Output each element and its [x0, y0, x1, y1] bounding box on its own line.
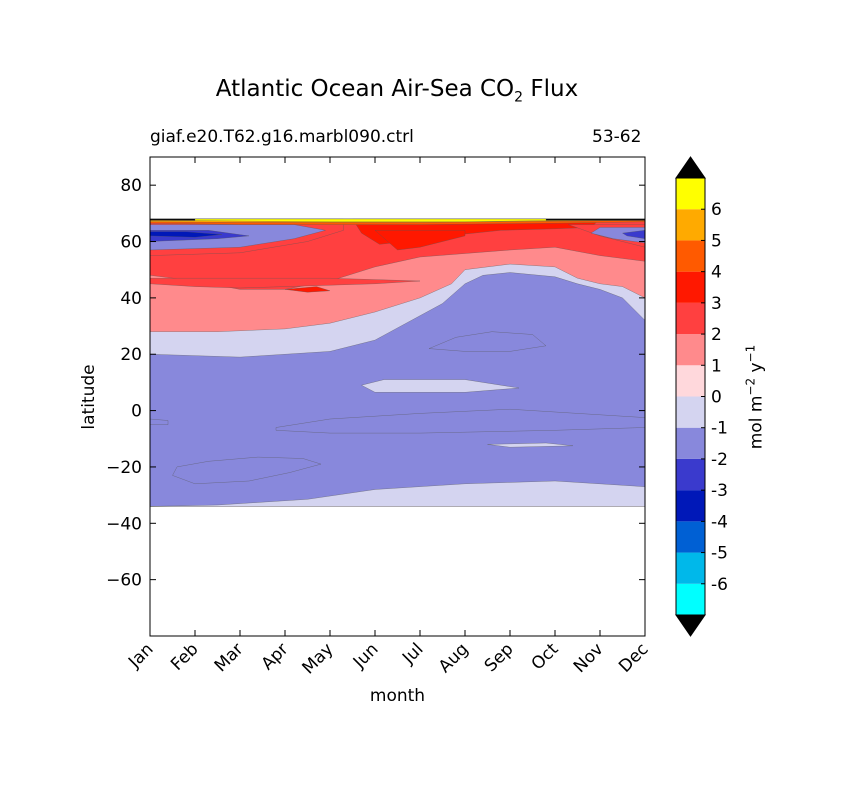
colorbar-swatch	[676, 396, 705, 428]
contour-region-ne-neg1	[590, 227, 645, 244]
contour-region-blob-feb-neg1	[172, 456, 322, 485]
y-axis: 80 60 40 20 0 −20 −40 −60	[106, 176, 645, 591]
contour-region-top-black-east	[545, 218, 645, 221]
contour-region-blob-sep-neg1	[428, 331, 547, 352]
x-tick-label: Jul	[398, 639, 427, 668]
colorbar-extend-max	[675, 156, 706, 179]
colorbar-extend-min	[675, 614, 706, 637]
contour-region-band-south-pos0	[150, 480, 645, 507]
colorbar-swatch	[676, 271, 705, 303]
x-tick-label: Jan	[124, 639, 157, 672]
colorbar-tick-label: 4	[711, 263, 722, 283]
colorbar-tick-label: -2	[711, 450, 728, 470]
contour-region-ne-neg2	[621, 230, 645, 239]
colorbar-tick-label: 1	[711, 356, 722, 376]
x-tick-label: Oct	[528, 639, 563, 674]
colorbar-swatch	[676, 240, 705, 272]
y-tick-label: −60	[106, 571, 142, 591]
colorbar-swatch	[676, 178, 705, 210]
colorbar-swatch	[676, 490, 705, 522]
x-tick-label: Dec	[615, 639, 652, 676]
colorbar-swatch	[676, 583, 705, 615]
contour-regions	[150, 218, 645, 507]
y-tick-label: 20	[120, 345, 142, 365]
contour-region-blob-jul-pos3b	[374, 230, 466, 251]
y-tick-label: 80	[120, 176, 142, 196]
colorbar-tick-label: 2	[711, 325, 722, 345]
x-tick-label: Jun	[349, 639, 383, 673]
colorbar-tick-label: -3	[711, 481, 728, 501]
y-tick-label: 0	[131, 402, 142, 422]
colorbar-swatch	[676, 209, 705, 241]
x-tick-label: Feb	[167, 639, 202, 674]
colorbar-tick-label: 3	[711, 294, 722, 314]
colorbar-swatch	[676, 334, 705, 366]
colorbar-tick-label: -5	[711, 544, 728, 564]
contour-region-nw-neg3	[150, 231, 223, 238]
contour-region-eq-neg1-band	[275, 408, 645, 434]
y-tick-label: −20	[106, 458, 142, 478]
colorbar-tick-label: 0	[711, 388, 722, 408]
x-tick-label: Nov	[570, 639, 608, 677]
x-tick-label: Aug	[435, 639, 473, 677]
x-axis-label: month	[369, 686, 426, 706]
x-tick-label: May	[299, 639, 338, 678]
chart-subtitle-right: 53-62	[592, 127, 642, 147]
y-tick-label: 60	[120, 233, 142, 253]
x-tick-label: Sep	[481, 639, 518, 676]
colorbar-tick-label: -4	[711, 512, 728, 532]
x-tick-label: Mar	[211, 639, 248, 676]
contour-region-blob-sep-pos0	[487, 442, 574, 448]
chart-title: Atlantic Ocean Air-Sea CO2 Flux	[215, 76, 579, 106]
colorbar-tick-label: 5	[711, 231, 722, 251]
colorbar: -6 -5 -4 -3 -2 -1 0 1 2 3 4 5 6	[675, 156, 728, 637]
contour-region-top-black-west	[150, 218, 196, 221]
colorbar-tick-label: -1	[711, 419, 728, 439]
colorbar-swatch	[676, 458, 705, 491]
contour-region-blob-jul-pos0	[360, 379, 520, 393]
colorbar-tick-label: 6	[711, 200, 722, 220]
colorbar-swatch	[676, 552, 705, 584]
colorbar-swatch	[676, 521, 705, 553]
plot-frame	[149, 156, 646, 637]
y-tick-label: −40	[106, 514, 142, 534]
chart-subtitle-left: giaf.e20.T62.g16.marbl090.ctrl	[150, 127, 414, 147]
y-tick-label: 40	[120, 289, 142, 309]
contour-region-west-neg1-sliver	[150, 418, 169, 425]
colorbar-swatch	[676, 427, 705, 459]
contour-region-blob-mar-pos2	[150, 277, 421, 289]
colorbar-swatch	[676, 302, 705, 335]
colorbar-swatch	[676, 365, 705, 397]
contour-region-blob-jul-pos3	[284, 286, 331, 293]
colorbar-tick-label: -6	[711, 575, 728, 595]
x-tick-label: Apr	[258, 639, 293, 674]
